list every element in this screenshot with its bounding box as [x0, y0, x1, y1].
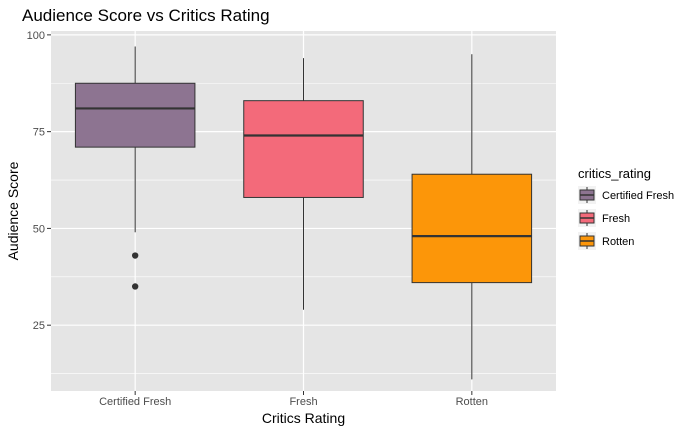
- y-axis-title: Audience Score: [5, 161, 21, 260]
- box: [243, 100, 364, 198]
- outlier-point: [131, 252, 139, 259]
- legend-label: Fresh: [602, 213, 630, 225]
- y-tick-label: 100: [27, 30, 45, 42]
- x-axis: Certified Fresh Fresh Rotten: [99, 391, 488, 408]
- y-tick-label: 75: [33, 127, 45, 139]
- box-group: [243, 58, 364, 310]
- box: [74, 82, 196, 148]
- box-group: [411, 54, 533, 380]
- outlier-point: [131, 283, 139, 290]
- x-axis-title: Critics Rating: [262, 410, 345, 426]
- x-tick-label: Fresh: [289, 396, 317, 408]
- box-group: [74, 46, 196, 290]
- x-tick-label: Rotten: [456, 396, 488, 408]
- box: [411, 173, 533, 284]
- legend: critics_rating Certified Fresh Fresh Rotte…: [578, 166, 674, 250]
- legend-label: Rotten: [602, 236, 634, 248]
- boxes: [74, 46, 533, 380]
- y-axis: 25 50 75 100: [27, 30, 51, 332]
- legend-title: critics_rating: [578, 166, 651, 181]
- x-tick-label: Certified Fresh: [99, 396, 171, 408]
- y-tick-label: 25: [33, 320, 45, 332]
- legend-label: Certified Fresh: [602, 190, 674, 202]
- y-tick-label: 50: [33, 223, 45, 235]
- chart-title: Audience Score vs Critics Rating: [22, 6, 270, 25]
